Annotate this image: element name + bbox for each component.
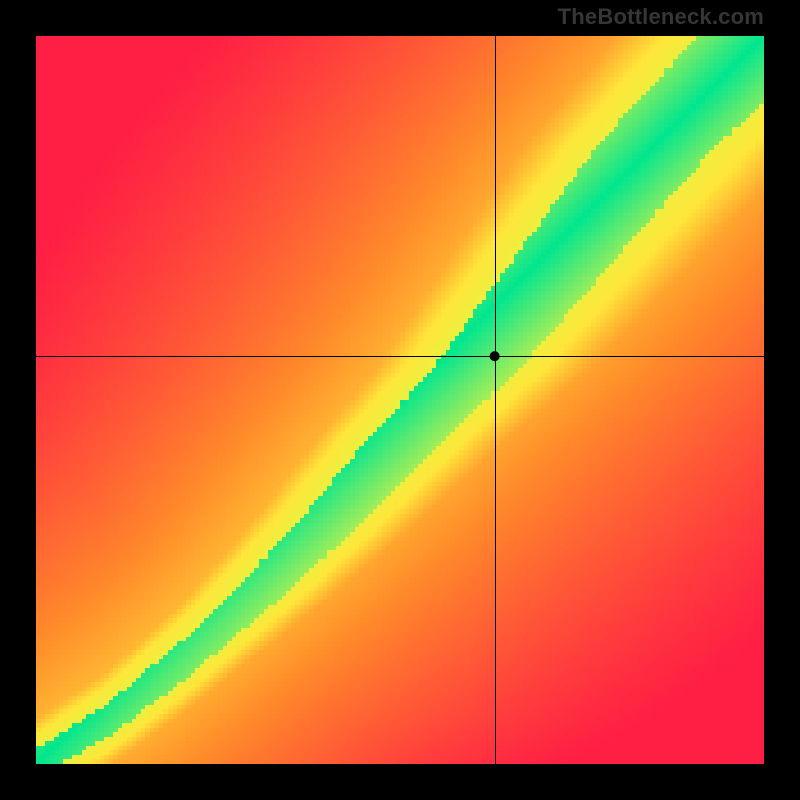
heatmap-canvas [36,36,764,764]
watermark-text: TheBottleneck.com [558,4,764,30]
chart-container: TheBottleneck.com [0,0,800,800]
heatmap-plot [36,36,764,764]
